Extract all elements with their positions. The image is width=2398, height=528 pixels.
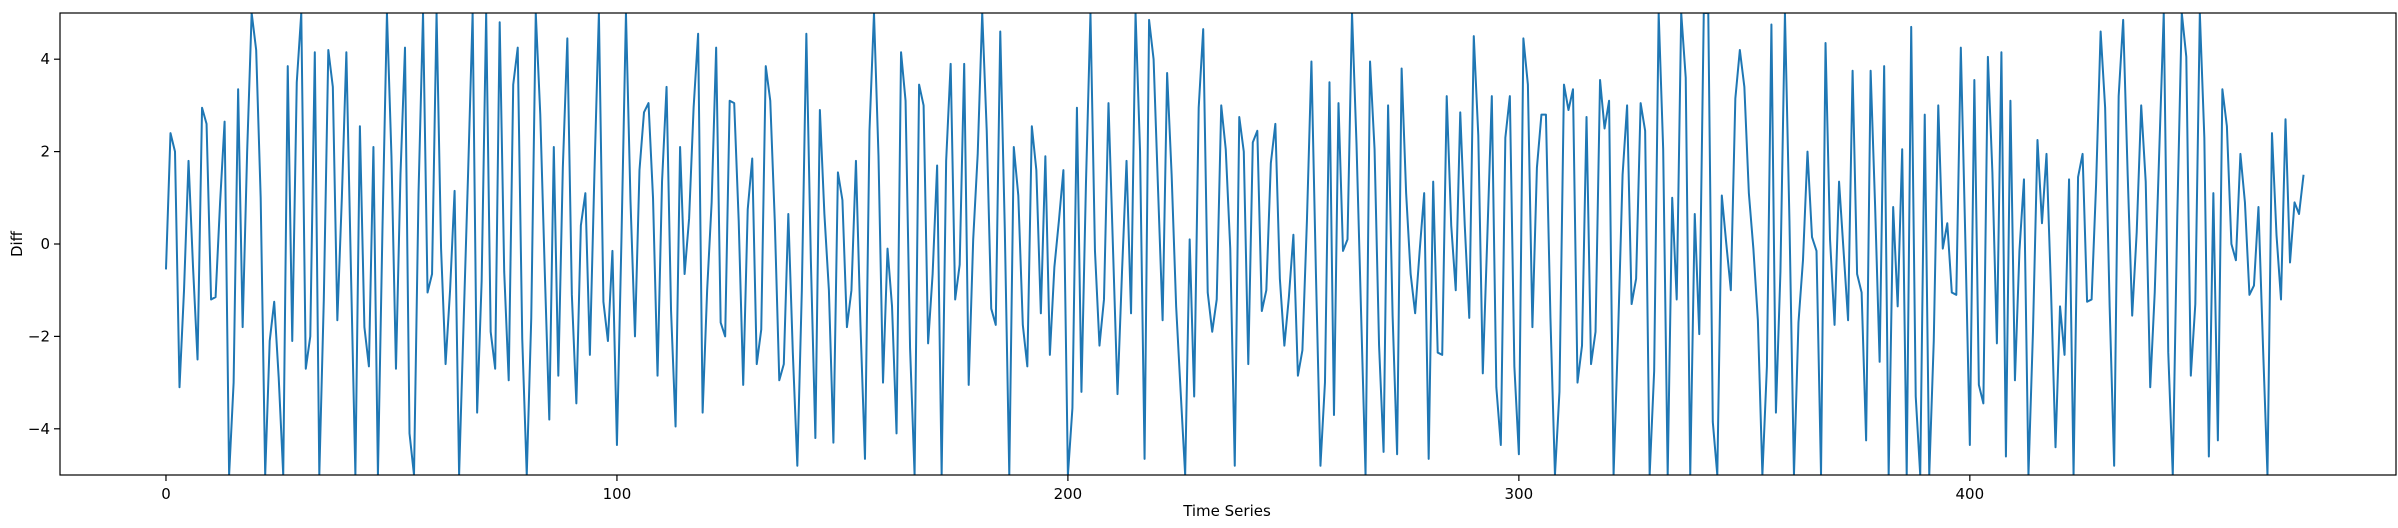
- y-tick-label: −4: [28, 420, 50, 438]
- x-axis-label: Time Series: [1182, 502, 1271, 520]
- x-tick-label: 300: [1505, 485, 1534, 503]
- x-tick-label: 400: [1956, 485, 1985, 503]
- y-tick-label: 0: [40, 235, 50, 253]
- y-tick-label: 2: [40, 143, 50, 161]
- x-tick-label: 0: [161, 485, 171, 503]
- series-line-0: [164, 13, 2305, 475]
- y-axis-label: Diff: [8, 230, 26, 257]
- y-tick-label: −2: [28, 327, 50, 345]
- x-tick-label: 100: [603, 485, 632, 503]
- x-tick-label: 200: [1054, 485, 1083, 503]
- y-tick-label: 4: [40, 50, 50, 68]
